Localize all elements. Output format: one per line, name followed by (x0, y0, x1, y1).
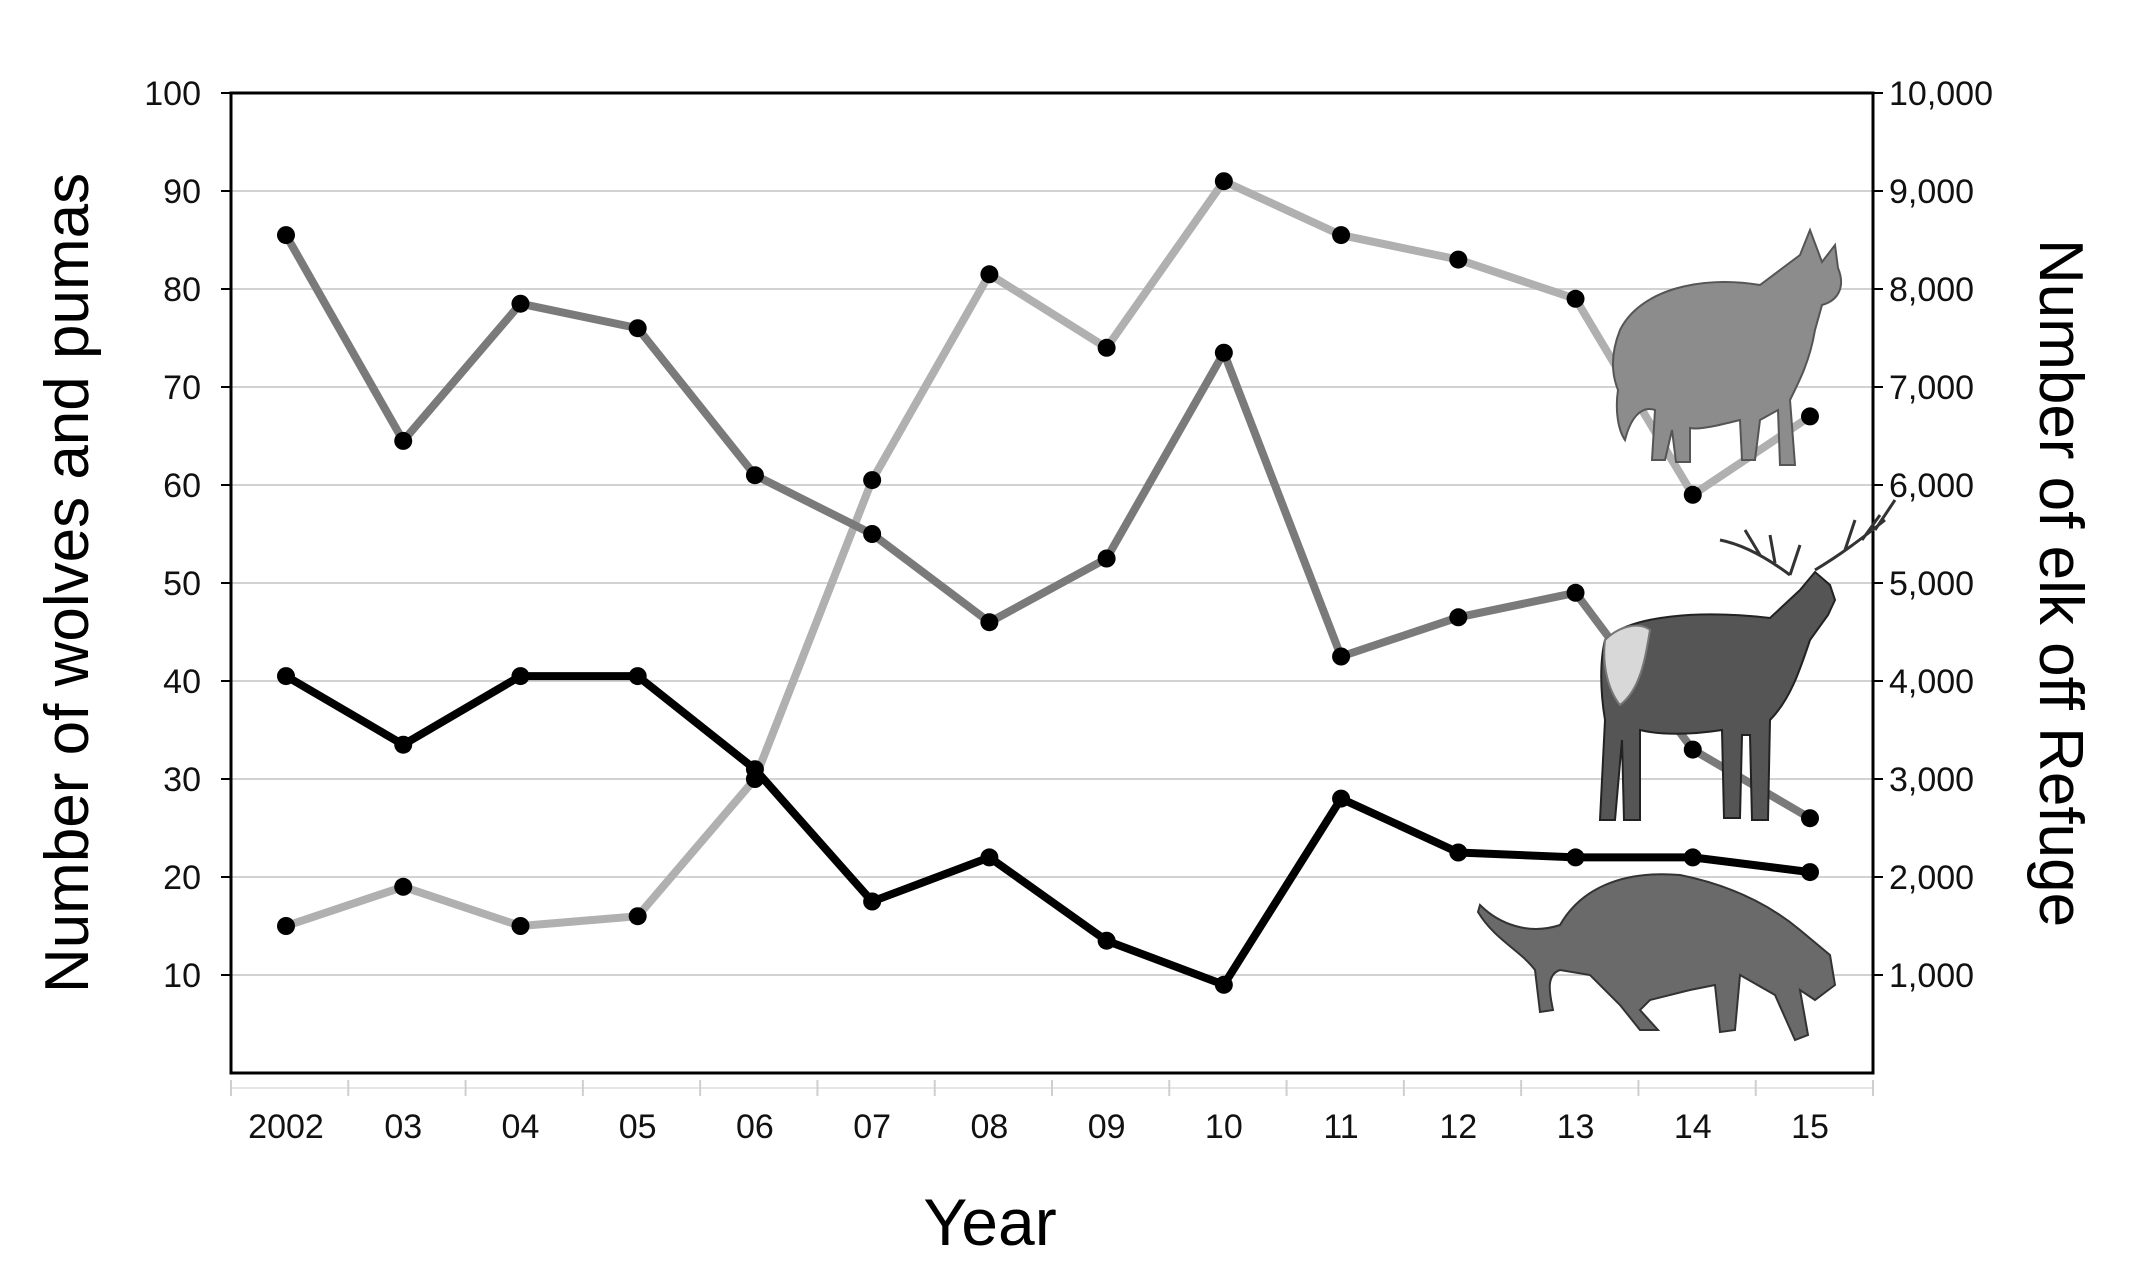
y-right-tick-label: 2,000 (1889, 859, 1974, 897)
data-point (745, 760, 764, 779)
data-point (1214, 975, 1233, 994)
y-right-tick-label: 8,000 (1889, 271, 1974, 309)
y-right-tick-label: 5,000 (1889, 565, 1974, 603)
data-point (628, 319, 647, 338)
data-point (1683, 485, 1702, 504)
y-tick-label: 20 (163, 859, 201, 897)
data-point (863, 471, 882, 490)
data-point (1097, 549, 1116, 568)
data-point (1097, 338, 1116, 357)
y-tick-label: 30 (163, 761, 201, 799)
y-axis-left-title: Number of wolves and pumas (33, 173, 102, 993)
series-line (284, 177, 1813, 930)
data-point (1097, 931, 1116, 950)
data-point (277, 226, 295, 245)
data-point (1332, 789, 1351, 808)
x-tick-label: 09 (1088, 1108, 1126, 1146)
data-point (1449, 843, 1468, 862)
y-tick-label: 40 (163, 663, 201, 701)
data-point (1214, 172, 1233, 191)
data-point (1683, 740, 1702, 759)
y-tick-label: 80 (163, 271, 201, 309)
series-2 (277, 226, 1819, 828)
x-tick-label: 2002 (248, 1108, 324, 1146)
data-point (1332, 226, 1351, 245)
data-point (511, 667, 530, 686)
x-tick-label: 05 (619, 1108, 657, 1146)
data-point (511, 294, 530, 313)
data-point (1683, 848, 1702, 867)
series-3 (277, 667, 1819, 994)
data-point (863, 525, 882, 543)
y-tick-label: 50 (163, 565, 201, 603)
y-right-tick-label: 6,000 (1889, 467, 1974, 505)
data-point (1566, 583, 1585, 602)
data-point (1449, 250, 1468, 269)
x-tick-label: 07 (853, 1108, 891, 1146)
x-tick-label: 06 (736, 1108, 774, 1146)
data-point (1449, 608, 1468, 627)
series-1 (277, 172, 1819, 935)
data-point (745, 466, 764, 485)
series-line (283, 672, 1811, 989)
x-tick-label: 14 (1674, 1108, 1712, 1146)
x-tick-label: 04 (502, 1108, 540, 1146)
series-line (282, 233, 1813, 822)
y-axis-left: 10 20 30 40 50 60 70 80 90 100 (144, 75, 231, 995)
data-point (277, 667, 295, 686)
data-point (511, 917, 530, 935)
y-right-tick-label: 7,000 (1889, 369, 1974, 407)
y-tick-label: 100 (144, 75, 201, 113)
x-tick-label: 15 (1791, 1108, 1829, 1146)
data-point (980, 265, 999, 284)
data-point (1566, 289, 1585, 308)
data-point (1801, 809, 1819, 828)
data-point (1214, 343, 1233, 362)
data-point (277, 917, 295, 935)
data-point (1566, 848, 1585, 867)
series-group (277, 172, 1819, 994)
x-tick-label: 12 (1439, 1108, 1477, 1146)
x-axis-title: Year (923, 1185, 1056, 1259)
y-tick-label: 60 (163, 467, 201, 505)
y-tick-label: 90 (163, 173, 201, 211)
data-point (980, 848, 999, 867)
elk-illustration (1598, 499, 1897, 821)
x-tick-label: 03 (384, 1108, 422, 1146)
y-right-tick-label: 9,000 (1889, 173, 1974, 211)
data-point (1801, 407, 1819, 426)
data-point (1801, 863, 1819, 882)
data-point (628, 667, 647, 686)
y-right-tick-label: 3,000 (1889, 761, 1974, 799)
y-right-tick-label: 10,000 (1889, 75, 1993, 113)
data-point (394, 735, 413, 754)
x-tick-label: 08 (970, 1108, 1008, 1146)
y-axis-right: 1,000 2,000 3,000 4,000 5,000 6,000 7,000 8,000… (1873, 75, 1993, 995)
x-tick-label: 13 (1557, 1108, 1595, 1146)
data-point (863, 892, 882, 911)
data-point (394, 431, 413, 450)
data-point (1332, 647, 1351, 666)
wolf-illustration (1612, 227, 1842, 466)
x-axis: 2002 03 04 05 06 07 08 09 10 11 12 13 14 15 (230, 1080, 1874, 1146)
y-axis-right-title: Number of elk off Refuge (2026, 239, 2095, 927)
data-point (394, 877, 413, 896)
y-tick-label: 70 (163, 369, 201, 407)
y-right-tick-label: 4,000 (1889, 663, 1974, 701)
x-tick-label: 10 (1205, 1108, 1243, 1146)
data-point (628, 907, 647, 926)
y-tick-label: 10 (163, 957, 201, 995)
x-tick-label: 11 (1323, 1108, 1358, 1146)
puma-illustration (1476, 873, 1837, 1042)
data-point (980, 613, 999, 632)
y-right-tick-label: 1,000 (1889, 957, 1974, 995)
